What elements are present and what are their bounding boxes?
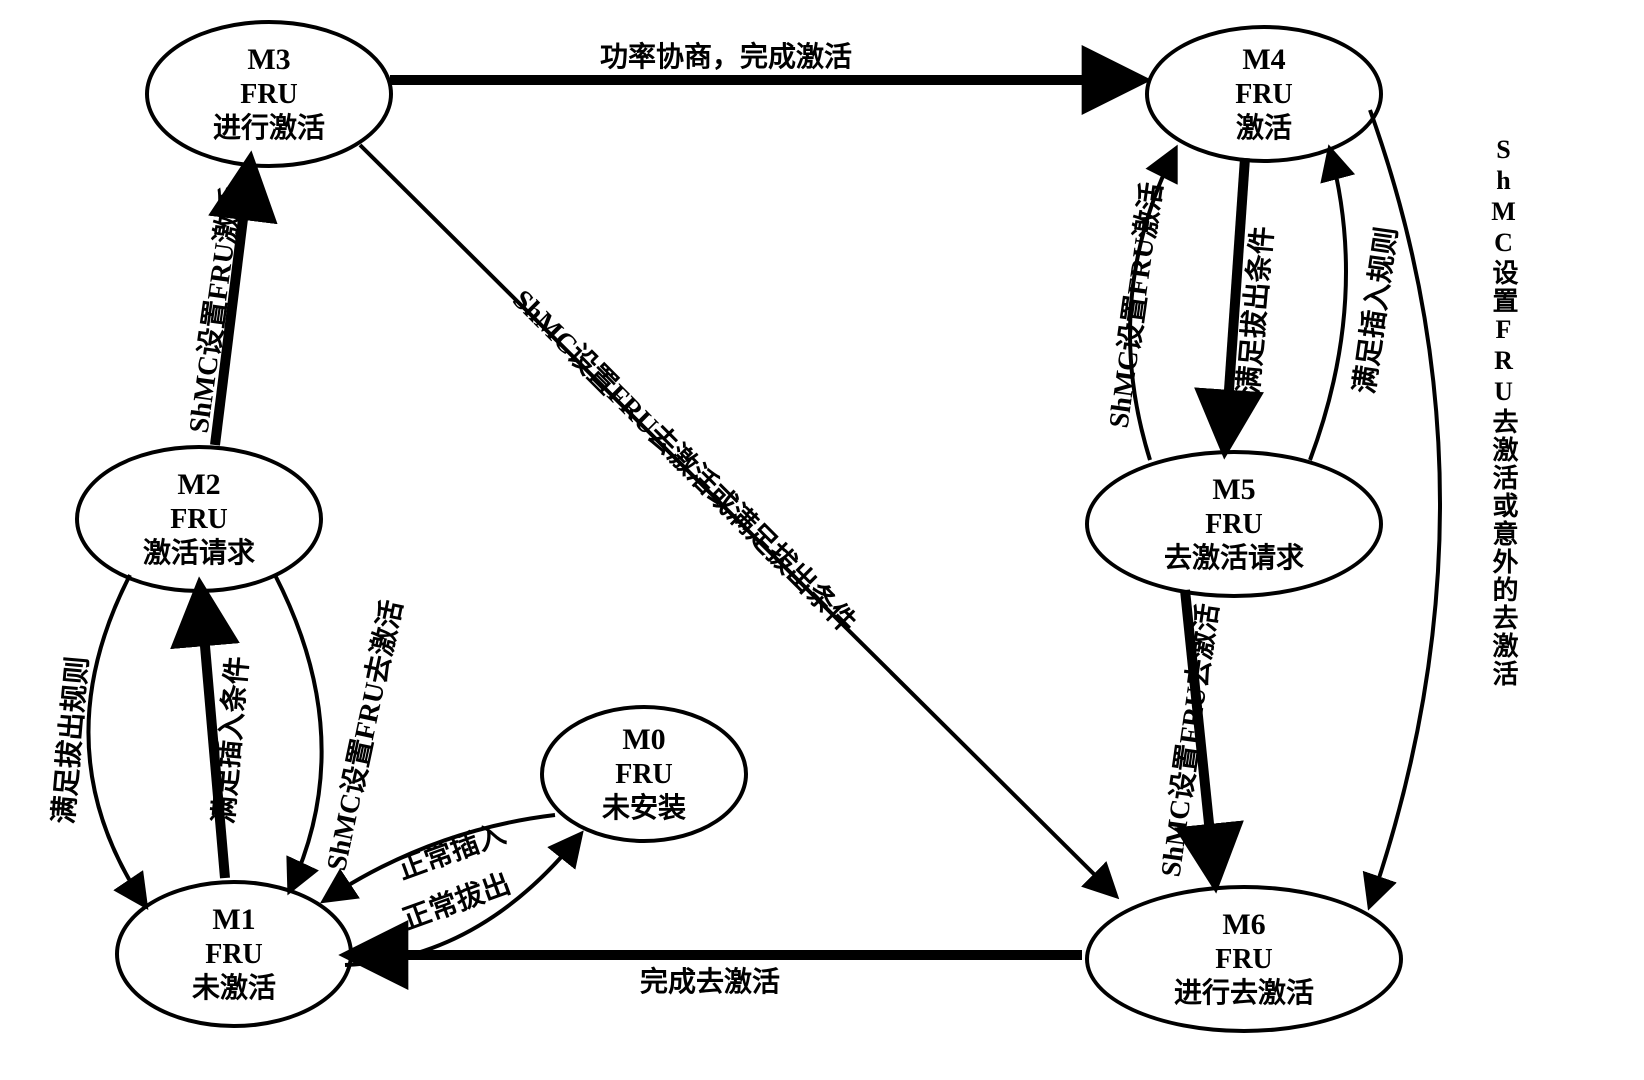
label-m5-m6: ShMC设置FRU去激活 — [1149, 601, 1227, 879]
node-id: M4 — [1242, 42, 1285, 78]
state-node-m6: M6 FRU 进行去激活 — [1085, 885, 1403, 1033]
node-line2: FRU — [205, 938, 263, 972]
label-m3-m6: ShMC设置FRU去激活或满足拔出条件 — [505, 279, 867, 641]
node-id: M3 — [247, 42, 290, 78]
label-m1-m2a: 满足插入条件 — [202, 655, 256, 826]
node-line3: 进行激活 — [213, 112, 325, 146]
label-m4-m5: 满足拔出条件 — [1227, 225, 1281, 396]
label-m6-m1: 完成去激活 — [640, 960, 780, 1000]
state-node-m0: M0 FRU 未安装 — [540, 705, 748, 843]
state-node-m4: M4 FRU 激活 — [1145, 25, 1383, 163]
node-line3: 进行去激活 — [1174, 977, 1314, 1011]
label-m3-m4: 功率协商，完成激活 — [600, 35, 852, 75]
edge-m5-m4-right — [1310, 150, 1346, 460]
node-id: M1 — [212, 902, 255, 938]
node-id: M5 — [1212, 472, 1255, 508]
node-id: M0 — [622, 722, 665, 758]
label-m5-m4-left: ShMC设置FRU激活 — [1097, 180, 1171, 431]
edge-m2-m1-right — [275, 575, 322, 890]
node-id: M2 — [177, 467, 220, 503]
edge-m2-m1-left — [88, 575, 145, 905]
node-line2: FRU — [615, 758, 673, 792]
node-line3: 去激活请求 — [1164, 542, 1304, 576]
node-line3: 激活 — [1236, 112, 1292, 146]
node-line2: FRU — [170, 503, 228, 537]
node-line2: FRU — [1205, 508, 1263, 542]
node-line2: FRU — [1215, 943, 1273, 977]
node-line3: 未激活 — [192, 972, 276, 1006]
state-node-m1: M1 FRU 未激活 — [115, 880, 353, 1028]
node-line2: FRU — [240, 78, 298, 112]
state-node-m3: M3 FRU 进行激活 — [145, 20, 393, 168]
node-line2: FRU — [1235, 78, 1293, 112]
label-m4-m6: ShMC设置FRU去激活或意外的去激活 — [1485, 135, 1522, 688]
state-node-m2: M2 FRU 激活请求 — [75, 445, 323, 593]
node-id: M6 — [1222, 907, 1265, 943]
label-m2-m1-right: ShMC设置FRU去激活 — [314, 596, 410, 874]
node-line3: 未安装 — [602, 792, 686, 826]
label-m2-m3: ShMC设置FRU激活 — [177, 185, 251, 436]
state-node-m5: M5 FRU 去激活请求 — [1085, 450, 1383, 598]
label-m5-m4-right: 满足插入规则 — [1343, 224, 1406, 396]
label-m2-m1-left: 满足拔出规则 — [42, 655, 96, 826]
node-line3: 激活请求 — [143, 537, 255, 571]
